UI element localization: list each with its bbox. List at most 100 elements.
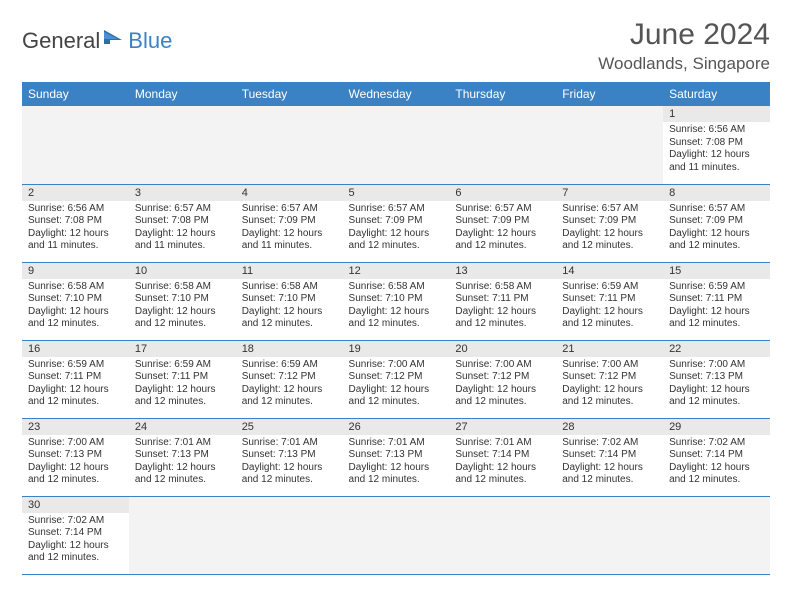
day-details: Sunrise: 7:02 AMSunset: 7:14 PMDaylight:… xyxy=(663,435,770,491)
sunset-line: Sunset: 7:08 PM xyxy=(669,137,764,150)
sunset-line: Sunset: 7:11 PM xyxy=(455,293,550,306)
calendar-table: SundayMondayTuesdayWednesdayThursdayFrid… xyxy=(22,82,770,575)
day-number: 17 xyxy=(129,341,236,357)
daylight-line: Daylight: 12 hours and 12 minutes. xyxy=(562,384,657,409)
sunrise-line: Sunrise: 6:59 AM xyxy=(669,281,764,294)
brand-logo: General Blue xyxy=(22,18,172,54)
page-header: General Blue June 2024 Woodlands, Singap… xyxy=(22,18,770,74)
weekday-header: Friday xyxy=(556,82,663,106)
sunset-line: Sunset: 7:09 PM xyxy=(455,215,550,228)
sunrise-line: Sunrise: 6:58 AM xyxy=(455,281,550,294)
day-number: 4 xyxy=(236,185,343,201)
month-title: June 2024 xyxy=(598,18,770,52)
sunset-line: Sunset: 7:11 PM xyxy=(669,293,764,306)
day-details: Sunrise: 6:57 AMSunset: 7:09 PMDaylight:… xyxy=(663,201,770,257)
day-number: 9 xyxy=(22,263,129,279)
calendar-empty-cell xyxy=(236,496,343,574)
calendar-day-cell: 15Sunrise: 6:59 AMSunset: 7:11 PMDayligh… xyxy=(663,262,770,340)
daylight-line: Daylight: 12 hours and 12 minutes. xyxy=(242,462,337,487)
day-number: 23 xyxy=(22,419,129,435)
day-details: Sunrise: 6:59 AMSunset: 7:11 PMDaylight:… xyxy=(22,357,129,413)
daylight-line: Daylight: 12 hours and 12 minutes. xyxy=(455,384,550,409)
day-number: 29 xyxy=(663,419,770,435)
brand-part1: General xyxy=(22,28,100,54)
sunset-line: Sunset: 7:12 PM xyxy=(349,371,444,384)
day-details: Sunrise: 7:02 AMSunset: 7:14 PMDaylight:… xyxy=(22,513,129,569)
calendar-day-cell: 7Sunrise: 6:57 AMSunset: 7:09 PMDaylight… xyxy=(556,184,663,262)
day-details: Sunrise: 7:01 AMSunset: 7:13 PMDaylight:… xyxy=(236,435,343,491)
sunset-line: Sunset: 7:14 PM xyxy=(28,527,123,540)
day-number: 26 xyxy=(343,419,450,435)
day-details: Sunrise: 6:58 AMSunset: 7:10 PMDaylight:… xyxy=(236,279,343,335)
sunset-line: Sunset: 7:10 PM xyxy=(28,293,123,306)
day-number: 30 xyxy=(22,497,129,513)
sunset-line: Sunset: 7:09 PM xyxy=(349,215,444,228)
calendar-day-cell: 18Sunrise: 6:59 AMSunset: 7:12 PMDayligh… xyxy=(236,340,343,418)
daylight-line: Daylight: 12 hours and 11 minutes. xyxy=(135,228,230,253)
day-details: Sunrise: 6:57 AMSunset: 7:09 PMDaylight:… xyxy=(449,201,556,257)
sunset-line: Sunset: 7:10 PM xyxy=(135,293,230,306)
sunset-line: Sunset: 7:09 PM xyxy=(562,215,657,228)
daylight-line: Daylight: 12 hours and 12 minutes. xyxy=(562,462,657,487)
sunset-line: Sunset: 7:14 PM xyxy=(669,449,764,462)
sunrise-line: Sunrise: 6:57 AM xyxy=(135,203,230,216)
daylight-line: Daylight: 12 hours and 12 minutes. xyxy=(455,228,550,253)
day-number: 18 xyxy=(236,341,343,357)
sunset-line: Sunset: 7:13 PM xyxy=(669,371,764,384)
sunset-line: Sunset: 7:08 PM xyxy=(135,215,230,228)
day-number: 3 xyxy=(129,185,236,201)
weekday-header: Monday xyxy=(129,82,236,106)
calendar-day-cell: 1Sunrise: 6:56 AMSunset: 7:08 PMDaylight… xyxy=(663,106,770,184)
calendar-day-cell: 2Sunrise: 6:56 AMSunset: 7:08 PMDaylight… xyxy=(22,184,129,262)
calendar-day-cell: 27Sunrise: 7:01 AMSunset: 7:14 PMDayligh… xyxy=(449,418,556,496)
calendar-week-row: 16Sunrise: 6:59 AMSunset: 7:11 PMDayligh… xyxy=(22,340,770,418)
day-details: Sunrise: 6:59 AMSunset: 7:12 PMDaylight:… xyxy=(236,357,343,413)
weekday-header: Tuesday xyxy=(236,82,343,106)
weekday-header: Sunday xyxy=(22,82,129,106)
day-number: 25 xyxy=(236,419,343,435)
calendar-day-cell: 4Sunrise: 6:57 AMSunset: 7:09 PMDaylight… xyxy=(236,184,343,262)
daylight-line: Daylight: 12 hours and 12 minutes. xyxy=(28,306,123,331)
title-block: June 2024 Woodlands, Singapore xyxy=(598,18,770,74)
day-details: Sunrise: 7:00 AMSunset: 7:12 PMDaylight:… xyxy=(556,357,663,413)
calendar-day-cell: 3 Sunrise: 6:57 AMSunset: 7:08 PMDaylight… xyxy=(129,184,236,262)
calendar-empty-cell xyxy=(129,496,236,574)
sunrise-line: Sunrise: 7:00 AM xyxy=(28,437,123,450)
calendar-empty-cell xyxy=(22,106,129,184)
day-number: 28 xyxy=(556,419,663,435)
day-details: Sunrise: 7:01 AMSunset: 7:14 PMDaylight:… xyxy=(449,435,556,491)
sunset-line: Sunset: 7:14 PM xyxy=(455,449,550,462)
calendar-header-row: SundayMondayTuesdayWednesdayThursdayFrid… xyxy=(22,82,770,106)
daylight-line: Daylight: 12 hours and 12 minutes. xyxy=(242,384,337,409)
sunset-line: Sunset: 7:12 PM xyxy=(455,371,550,384)
day-number: 27 xyxy=(449,419,556,435)
daylight-line: Daylight: 12 hours and 12 minutes. xyxy=(135,384,230,409)
calendar-week-row: 9Sunrise: 6:58 AMSunset: 7:10 PMDaylight… xyxy=(22,262,770,340)
sunset-line: Sunset: 7:10 PM xyxy=(242,293,337,306)
calendar-day-cell: 22Sunrise: 7:00 AMSunset: 7:13 PMDayligh… xyxy=(663,340,770,418)
day-details: Sunrise: 7:00 AMSunset: 7:12 PMDaylight:… xyxy=(449,357,556,413)
sunrise-line: Sunrise: 7:01 AM xyxy=(135,437,230,450)
day-number: 19 xyxy=(343,341,450,357)
day-details: Sunrise: 6:59 AMSunset: 7:11 PMDaylight:… xyxy=(663,279,770,335)
daylight-line: Daylight: 12 hours and 12 minutes. xyxy=(28,462,123,487)
sunset-line: Sunset: 7:11 PM xyxy=(135,371,230,384)
sunrise-line: Sunrise: 6:59 AM xyxy=(135,359,230,372)
sunset-line: Sunset: 7:12 PM xyxy=(562,371,657,384)
day-number: 5 xyxy=(343,185,450,201)
weekday-header: Saturday xyxy=(663,82,770,106)
sunset-line: Sunset: 7:11 PM xyxy=(28,371,123,384)
sunrise-line: Sunrise: 6:57 AM xyxy=(349,203,444,216)
sunrise-line: Sunrise: 6:57 AM xyxy=(562,203,657,216)
calendar-day-cell: 23Sunrise: 7:00 AMSunset: 7:13 PMDayligh… xyxy=(22,418,129,496)
sunrise-line: Sunrise: 7:01 AM xyxy=(242,437,337,450)
calendar-week-row: 2Sunrise: 6:56 AMSunset: 7:08 PMDaylight… xyxy=(22,184,770,262)
calendar-day-cell: 24Sunrise: 7:01 AMSunset: 7:13 PMDayligh… xyxy=(129,418,236,496)
sunrise-line: Sunrise: 6:57 AM xyxy=(455,203,550,216)
daylight-line: Daylight: 12 hours and 12 minutes. xyxy=(669,462,764,487)
day-number: 1 xyxy=(663,106,770,122)
day-details: Sunrise: 6:59 AMSunset: 7:11 PMDaylight:… xyxy=(556,279,663,335)
location-label: Woodlands, Singapore xyxy=(598,54,770,74)
sunset-line: Sunset: 7:13 PM xyxy=(242,449,337,462)
day-number: 12 xyxy=(343,263,450,279)
